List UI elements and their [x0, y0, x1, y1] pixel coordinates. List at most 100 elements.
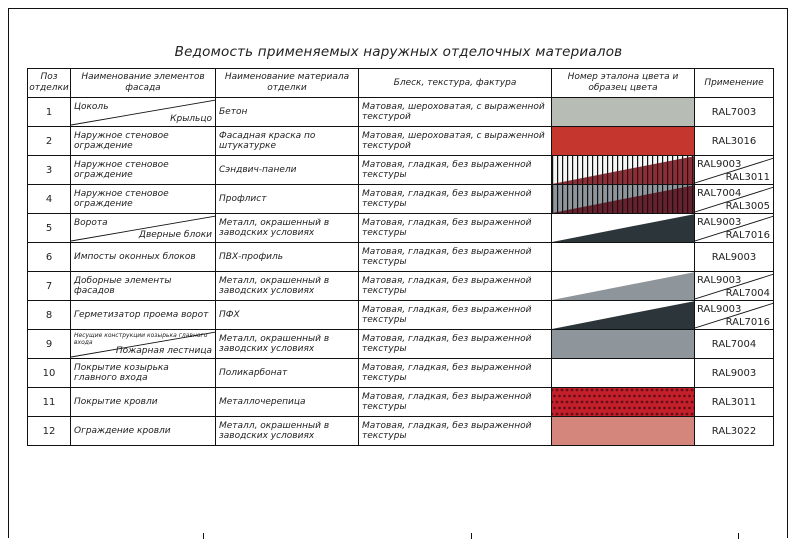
swatch-scale-dot: [603, 394, 606, 398]
swatch-scale-dot: [615, 388, 619, 392]
swatch-scale-dot: [560, 388, 564, 392]
ral-split: RAL9003 RAL7004: [695, 273, 773, 300]
swatch-scale-dot: [650, 388, 654, 392]
frame-tick: [471, 533, 472, 539]
swatch-scale-dot: [600, 388, 604, 392]
swatch-scale-dot: [618, 394, 621, 398]
cell-element: Покрытие козырька главного входа: [70, 358, 216, 388]
table-row: 7 Доборные элементы фасадов Металл, окраше…: [27, 271, 774, 301]
swatch-scale-dot: [640, 412, 644, 416]
ral-code-secondary: RAL7016: [725, 316, 770, 328]
swatch-fill: [552, 243, 694, 271]
cell-pos: 1: [27, 97, 71, 127]
cell-ral: RAL9003: [694, 242, 774, 272]
swatch-triangle-stripes: [554, 185, 694, 213]
cell-ral: RAL9003 RAL7016: [694, 213, 774, 243]
cell-pos: 11: [27, 387, 71, 417]
swatch-scale-dot: [638, 394, 641, 398]
swatch-scale-dot: [560, 412, 564, 416]
cell-color-sample: [551, 97, 695, 127]
swatch-scale-dot: [558, 394, 561, 398]
swatch-scale-dot: [578, 406, 581, 410]
cell-element: Импосты оконных блоков: [70, 242, 216, 272]
swatch-scale-dot: [590, 412, 594, 416]
split-cell: Несущие конструкции козырька главного вх…: [71, 331, 215, 358]
swatch-scale-dot: [678, 406, 681, 410]
swatch-scale-dot: [675, 388, 679, 392]
swatch-scale-dot: [593, 406, 596, 410]
swatch-fill: [552, 330, 694, 358]
swatch-scale-dot: [680, 412, 684, 416]
swatch-scale-dot: [553, 406, 556, 410]
swatch-triangle: [554, 301, 694, 329]
swatch-scale-dot: [573, 394, 576, 398]
swatch-scale-dot: [568, 406, 571, 410]
swatch-scale-dot: [610, 388, 614, 392]
swatch-scale-dot: [658, 406, 661, 410]
cell-material: Сэндвич-панели: [215, 155, 359, 185]
cell-pos: 2: [27, 126, 71, 156]
drawing-frame: [8, 8, 788, 538]
cell-color-sample: [551, 387, 695, 417]
cell-color-sample: [551, 300, 695, 330]
swatch-scale-dot: [578, 394, 581, 398]
swatch-triangle: [554, 272, 694, 300]
swatch-scale-dot: [555, 400, 559, 404]
materials-table: Поз отделки Наименование элементов фасад…: [27, 68, 774, 446]
swatch-scale-dot: [670, 400, 674, 404]
split-diagonal: [71, 331, 215, 357]
element-name: Ограждение кровли: [74, 426, 171, 436]
swatch-scale-dot: [668, 394, 671, 398]
swatch-scale-dot: [675, 400, 679, 404]
cell-element: Цоколь Крыльцо: [70, 97, 216, 127]
swatch-scale-dot: [565, 412, 569, 416]
header-color: Номер эталона цвета и образец цвета: [551, 68, 695, 98]
swatch-scale-dot: [583, 406, 586, 410]
cell-color-sample: [551, 213, 695, 243]
swatch-scale-dot: [685, 388, 689, 392]
swatch-fill: [552, 127, 694, 155]
swatch-scale-dot: [595, 412, 599, 416]
swatch-scale-dot: [615, 400, 619, 404]
swatch-scale-dot: [683, 394, 686, 398]
swatch-scale-dot: [595, 400, 599, 404]
swatch-scale-dot: [588, 406, 591, 410]
color-swatch: [552, 156, 694, 184]
swatch-scale-dot: [568, 394, 571, 398]
swatch-scale-dot: [628, 394, 631, 398]
cell-color-sample: [551, 271, 695, 301]
frame-tick: [738, 533, 739, 539]
swatch-scale-dot: [565, 388, 569, 392]
cell-texture: Матовая, гладкая, без выраженной текстур…: [358, 155, 552, 185]
swatch-fill: [552, 417, 694, 445]
element-name: Ворота: [74, 217, 108, 228]
cell-ral: RAL7004: [694, 329, 774, 359]
swatch-scale-dot: [608, 406, 611, 410]
ral-code-secondary: RAL7004: [725, 287, 770, 299]
swatch-scale-dot: [665, 412, 669, 416]
swatch-scale-dot: [585, 388, 589, 392]
cell-texture: Матовая, гладкая, без выраженной текстур…: [358, 329, 552, 359]
swatch-scale-dot: [680, 400, 684, 404]
cell-ral: RAL3016: [694, 126, 774, 156]
cell-color-sample: [551, 126, 695, 156]
cell-texture: Матовая, гладкая, без выраженной текстур…: [358, 300, 552, 330]
cell-pos: 7: [27, 271, 71, 301]
swatch-scale-dot: [650, 412, 654, 416]
cell-texture: Матовая, гладкая, без выраженной текстур…: [358, 271, 552, 301]
header-element: Наименование элементов фасада: [70, 68, 216, 98]
swatch-scale-dot: [660, 412, 664, 416]
cell-texture: Матовая, шероховатая, с выраженной текст…: [358, 97, 552, 127]
swatch-scale-dot: [615, 412, 619, 416]
ral-code-secondary: RAL3005: [725, 200, 770, 212]
cell-texture: Матовая, гладкая, без выраженной текстур…: [358, 358, 552, 388]
swatch-scale-dot: [552, 412, 554, 416]
frame-tick: [203, 533, 204, 539]
cell-ral: RAL9003 RAL7004: [694, 271, 774, 301]
cell-material: Металл, окрашенный в заводских условиях: [215, 213, 359, 243]
swatch-scale-dot: [558, 406, 561, 410]
swatch-scale-dot: [673, 406, 676, 410]
ral-code: RAL9003: [697, 274, 742, 286]
color-swatch: [552, 98, 694, 126]
swatch-scale-dot: [650, 400, 654, 404]
